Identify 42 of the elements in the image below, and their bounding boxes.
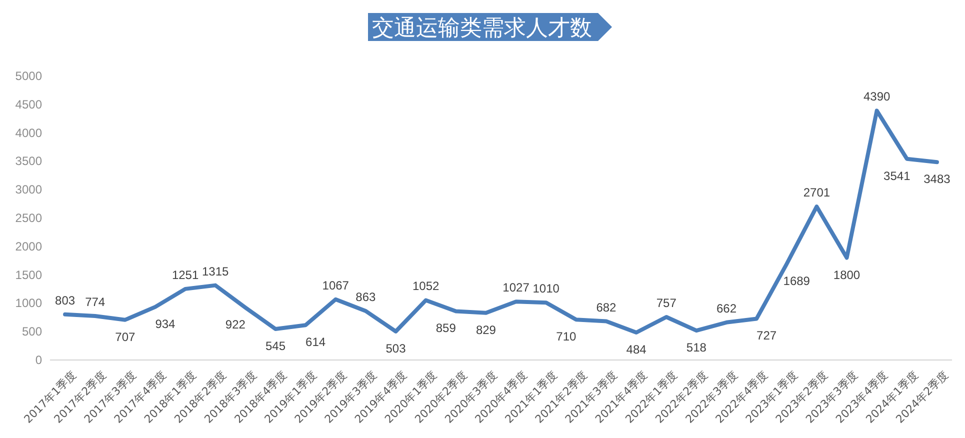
data-label: 1689	[783, 274, 810, 288]
data-label: 1067	[322, 278, 350, 292]
data-label: 922	[225, 318, 246, 332]
y-tick-label: 1000	[15, 296, 42, 310]
data-label: 1027	[502, 280, 530, 295]
data-label: 682	[596, 300, 617, 314]
data-label: 3541	[884, 168, 911, 183]
data-label: 503	[386, 341, 406, 356]
data-label: 3483	[924, 172, 951, 186]
y-tick-label: 0	[35, 353, 42, 367]
data-label: 662	[716, 301, 737, 316]
data-label: 859	[436, 321, 456, 336]
data-label: 774	[85, 295, 106, 310]
data-label: 829	[476, 322, 496, 337]
y-tick-label: 4500	[15, 97, 42, 112]
data-label: 1315	[202, 264, 230, 278]
data-label: 1251	[172, 268, 199, 282]
data-label: 934	[155, 316, 176, 331]
y-tick-label: 2500	[15, 211, 42, 225]
data-label: 863	[356, 290, 376, 304]
data-label: 4390	[863, 90, 891, 104]
data-label: 1010	[532, 282, 560, 296]
data-label: 614	[306, 335, 326, 350]
y-tick-label: 2000	[15, 239, 42, 254]
data-label: 2701	[803, 186, 830, 200]
data-label: 545	[265, 339, 286, 354]
data-label: 518	[686, 340, 707, 355]
data-label: 757	[656, 296, 677, 310]
data-label: 727	[756, 328, 777, 343]
chart-title: 交通运输类需求人才数	[372, 16, 592, 41]
y-tick-label: 500	[22, 324, 42, 339]
data-label: 710	[556, 330, 576, 344]
y-tick-label: 3000	[15, 182, 42, 197]
y-tick-label: 3500	[15, 154, 42, 168]
data-label: 1052	[412, 279, 440, 294]
y-tick-label: 5000	[15, 69, 42, 83]
data-label: 803	[55, 293, 76, 308]
y-tick-label: 1500	[15, 268, 42, 282]
data-label: 707	[115, 330, 136, 344]
y-tick-label: 4000	[15, 126, 42, 140]
data-label: 1800	[833, 268, 860, 282]
data-label: 484	[626, 342, 647, 357]
